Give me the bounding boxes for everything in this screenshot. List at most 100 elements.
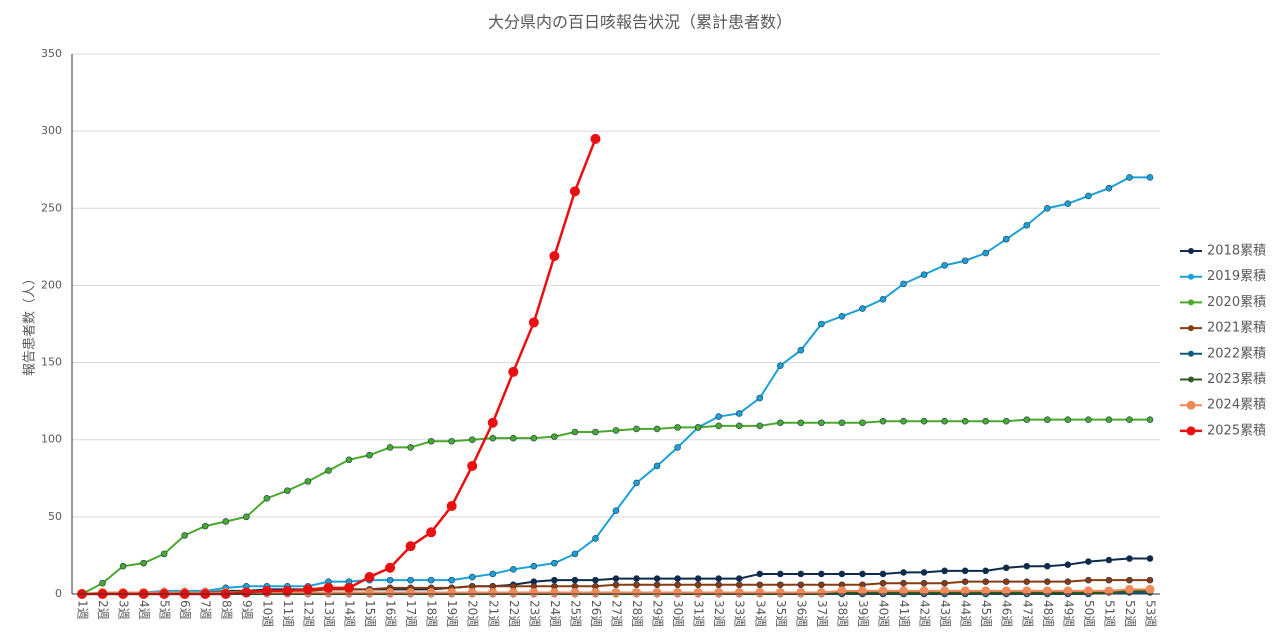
data-point	[633, 581, 640, 589]
data-point	[1044, 562, 1051, 570]
data-point	[160, 550, 168, 558]
data-point	[920, 271, 928, 278]
x-tick-label: 37週	[815, 600, 829, 627]
data-point	[345, 456, 353, 464]
data-point	[549, 251, 560, 262]
data-point	[941, 579, 948, 587]
data-point	[407, 444, 414, 451]
data-point	[592, 428, 599, 436]
x-tick-label: 34週	[753, 600, 767, 627]
x-tick-label: 11週	[281, 600, 295, 627]
data-point	[674, 444, 681, 451]
x-tick-label: 46週	[1000, 600, 1014, 627]
data-point	[1146, 555, 1154, 562]
data-point	[715, 413, 722, 420]
y-tick-label: 300	[41, 124, 62, 137]
legend-marker	[1188, 350, 1194, 357]
data-point	[549, 587, 559, 597]
data-point	[1124, 584, 1134, 594]
data-point	[1064, 561, 1072, 568]
data-point	[222, 518, 230, 525]
data-point	[838, 312, 846, 320]
data-point	[1126, 576, 1133, 584]
data-point	[674, 581, 681, 589]
data-point	[899, 586, 909, 596]
data-point	[694, 575, 702, 582]
x-tick-label: 47週	[1020, 600, 1034, 627]
data-point	[1002, 235, 1010, 243]
data-point	[468, 573, 476, 581]
data-point	[302, 584, 313, 595]
data-point	[1126, 174, 1133, 181]
legend-label: 2022累積	[1207, 346, 1266, 361]
data-point	[756, 422, 764, 430]
data-point	[427, 576, 435, 584]
data-point	[756, 581, 764, 589]
data-point	[632, 587, 642, 597]
data-point	[284, 487, 291, 494]
data-point	[673, 587, 683, 597]
chart-title: 大分県内の百日咳報告状況（累計患者数）	[488, 13, 792, 32]
data-point	[1064, 416, 1072, 423]
data-point	[735, 575, 743, 582]
data-point	[653, 425, 661, 433]
data-point	[960, 586, 970, 596]
data-point	[426, 527, 437, 538]
y-tick-label: 350	[41, 47, 62, 60]
data-point	[201, 522, 209, 530]
data-point	[1105, 416, 1113, 423]
data-point	[797, 346, 805, 354]
data-point	[611, 587, 621, 597]
data-point	[878, 586, 888, 596]
x-tick-label: 39週	[856, 600, 870, 627]
data-point	[777, 419, 784, 427]
x-tick-label: 6週	[178, 600, 192, 620]
data-point	[797, 419, 805, 427]
data-point	[446, 501, 457, 512]
data-point	[714, 587, 724, 597]
data-point	[1126, 555, 1133, 562]
data-point	[448, 437, 455, 445]
data-point	[859, 305, 866, 312]
y-tick-label: 50	[48, 510, 62, 523]
data-point	[982, 417, 989, 425]
data-point	[1001, 586, 1011, 596]
data-point	[796, 587, 806, 597]
data-point	[674, 424, 681, 431]
data-point	[571, 576, 579, 584]
x-tick-label: 4週	[137, 600, 151, 620]
legend-label: 2018累積	[1207, 244, 1266, 259]
x-tick-label: 12週	[301, 600, 315, 627]
data-point	[941, 567, 948, 575]
data-point	[961, 417, 969, 425]
data-point	[837, 586, 847, 596]
legend-marker	[1188, 273, 1194, 280]
data-point	[1085, 576, 1092, 584]
data-point	[241, 587, 252, 598]
x-tick-label: 5週	[158, 600, 172, 620]
x-tick-label: 40週	[877, 600, 891, 627]
data-point	[818, 570, 825, 578]
x-tick-label: 41週	[897, 600, 911, 627]
data-point	[590, 587, 600, 597]
data-point	[427, 437, 435, 445]
data-point	[551, 559, 558, 567]
x-tick-label: 10週	[260, 600, 274, 627]
data-point	[734, 587, 744, 597]
data-point	[119, 562, 127, 570]
data-point	[1023, 221, 1031, 229]
data-point	[1023, 562, 1031, 570]
data-point	[755, 587, 765, 597]
data-point	[1064, 200, 1072, 207]
legend-marker	[1186, 400, 1196, 410]
data-point	[487, 417, 498, 428]
data-point	[981, 586, 991, 596]
x-tick-label: 7週	[199, 600, 213, 620]
data-point	[797, 570, 805, 578]
x-tick-label: 49週	[1061, 600, 1075, 627]
data-point	[385, 587, 395, 597]
legend-label: 2024累積	[1207, 398, 1266, 413]
data-point	[941, 262, 948, 269]
data-point	[612, 575, 620, 582]
legend-marker	[1188, 376, 1194, 383]
